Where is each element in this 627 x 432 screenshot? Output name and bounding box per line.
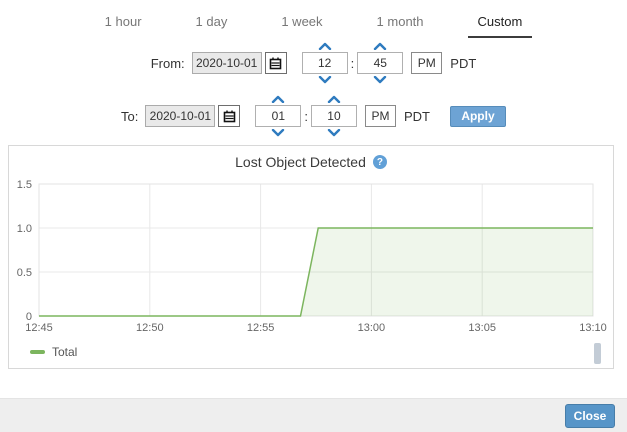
to-row: To: : PM PDT Apply bbox=[0, 93, 627, 139]
svg-text:0.5: 0.5 bbox=[17, 267, 32, 279]
chart-title-row: Lost Object Detected ? bbox=[9, 154, 613, 170]
dialog-footer: Close bbox=[0, 398, 627, 432]
svg-text:12:55: 12:55 bbox=[247, 322, 275, 334]
chevron-down-icon bbox=[374, 75, 387, 84]
to-hour-up-arrow[interactable] bbox=[271, 94, 285, 104]
from-time-colon: : bbox=[350, 55, 355, 71]
tab-1-month[interactable]: 1 month bbox=[376, 14, 424, 29]
legend-color-dash bbox=[30, 350, 45, 354]
from-timezone-label: PDT bbox=[450, 55, 477, 71]
to-timezone-label: PDT bbox=[403, 108, 430, 124]
to-hour-stepper bbox=[255, 94, 302, 138]
from-hour-down-arrow[interactable] bbox=[318, 75, 332, 85]
chevron-up-icon bbox=[327, 95, 341, 104]
time-range-tabs: 1 hour 1 day 1 week 1 month Custom bbox=[0, 6, 627, 38]
to-date-input[interactable] bbox=[145, 105, 216, 127]
calendar-icon bbox=[269, 57, 282, 69]
from-meridiem-button[interactable]: PM bbox=[411, 52, 443, 74]
from-label: From: bbox=[150, 55, 185, 71]
to-calendar-button[interactable] bbox=[218, 105, 241, 127]
to-label: To: bbox=[121, 108, 139, 124]
chevron-down-icon bbox=[318, 75, 331, 84]
chart-title: Lost Object Detected bbox=[235, 154, 366, 170]
to-minute-down-arrow[interactable] bbox=[327, 128, 341, 138]
svg-text:13:00: 13:00 bbox=[358, 322, 386, 334]
apply-button[interactable]: Apply bbox=[449, 105, 506, 127]
from-hour-up-arrow[interactable] bbox=[318, 41, 332, 51]
scrollbar-thumb[interactable] bbox=[594, 343, 601, 364]
chevron-up-icon bbox=[318, 42, 331, 51]
chevron-up-icon bbox=[272, 95, 285, 104]
svg-text:12:45: 12:45 bbox=[25, 322, 53, 334]
from-row: From: : PM PDT bbox=[0, 40, 627, 86]
svg-text:1.0: 1.0 bbox=[17, 223, 32, 235]
chart-legend: Total bbox=[30, 345, 77, 359]
close-button[interactable]: Close bbox=[565, 403, 615, 428]
chart-svg: 12:45 12:50 12:55 13:00 13:05 13:10 0 0.5 1.0 1.5 bbox=[17, 179, 607, 334]
calendar-icon bbox=[223, 110, 236, 122]
to-hour-down-arrow[interactable] bbox=[271, 128, 285, 138]
to-minute-stepper bbox=[310, 94, 357, 138]
svg-text:12:50: 12:50 bbox=[136, 322, 164, 334]
to-minute-input[interactable] bbox=[310, 105, 357, 127]
from-hour-stepper bbox=[301, 41, 348, 85]
chevron-down-icon bbox=[327, 128, 341, 137]
chevron-up-icon bbox=[374, 42, 387, 51]
svg-text:13:10: 13:10 bbox=[579, 322, 607, 334]
tab-1-hour[interactable]: 1 hour bbox=[104, 14, 142, 29]
to-time-colon: : bbox=[304, 108, 308, 124]
svg-text:13:05: 13:05 bbox=[468, 322, 496, 334]
from-minute-input[interactable] bbox=[357, 52, 404, 74]
to-minute-up-arrow[interactable] bbox=[327, 94, 341, 104]
chevron-down-icon bbox=[272, 128, 285, 137]
svg-text:1.5: 1.5 bbox=[17, 179, 32, 191]
from-minute-down-arrow[interactable] bbox=[373, 75, 387, 85]
from-minute-up-arrow[interactable] bbox=[373, 41, 387, 51]
tab-1-day[interactable]: 1 day bbox=[195, 14, 228, 29]
from-calendar-button[interactable] bbox=[264, 52, 287, 74]
svg-text:0: 0 bbox=[26, 311, 32, 323]
help-icon[interactable]: ? bbox=[372, 155, 387, 169]
tab-1-week[interactable]: 1 week bbox=[281, 14, 323, 29]
from-minute-stepper bbox=[357, 41, 404, 85]
from-date-input[interactable] bbox=[191, 52, 262, 74]
chart-panel: Lost Object Detected ? 12:45 12:50 12:55 13… bbox=[8, 145, 614, 369]
legend-series-label: Total bbox=[52, 345, 78, 359]
to-meridiem-button[interactable]: PM bbox=[364, 105, 396, 127]
to-hour-input[interactable] bbox=[255, 105, 302, 127]
tab-custom[interactable]: Custom bbox=[467, 6, 533, 38]
from-hour-input[interactable] bbox=[301, 52, 348, 74]
